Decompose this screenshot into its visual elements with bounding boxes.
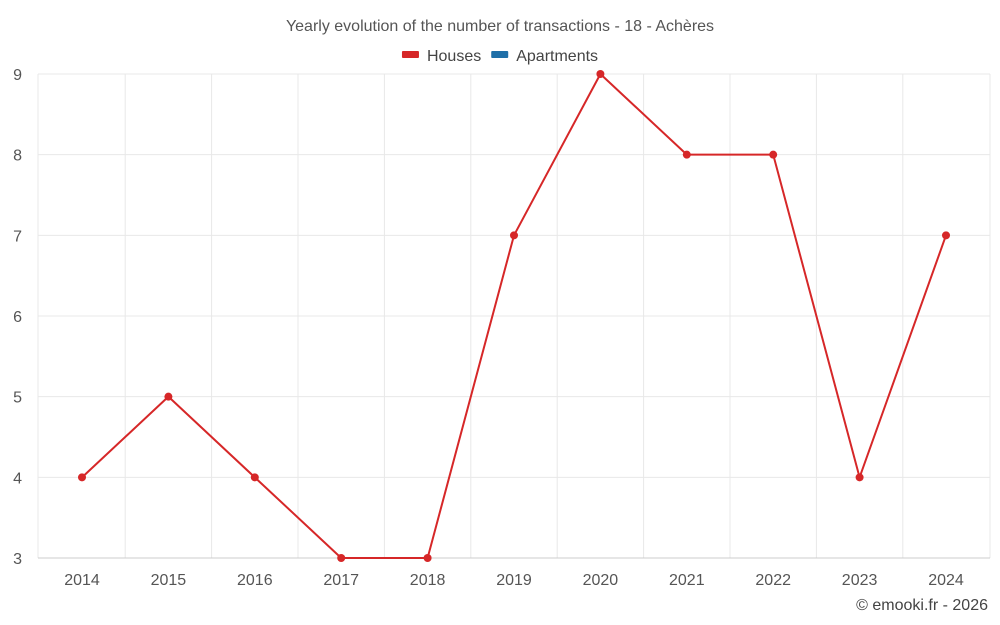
data-point[interactable] (423, 554, 432, 562)
chart-title: Yearly evolution of the number of transa… (286, 18, 714, 35)
data-point[interactable] (337, 554, 346, 562)
x-tick-label: 2020 (583, 572, 619, 589)
x-axis-ticks: 2014 2015 2016 2017 2018 2019 2020 2021 2022 2023… (64, 572, 964, 589)
y-tick-label: 4 (13, 470, 22, 487)
legend[interactable]: Houses Apartments (401, 48, 598, 65)
x-tick-label: 2017 (323, 572, 359, 589)
x-tick-label: 2014 (64, 572, 100, 589)
legend-item-houses[interactable]: Houses (401, 48, 481, 65)
y-tick-label: 3 (13, 551, 22, 568)
x-tick-label: 2015 (151, 572, 187, 589)
legend-item-apartments[interactable]: Apartments (491, 48, 598, 65)
x-tick-label: 2019 (496, 572, 532, 589)
series-houses (78, 70, 950, 562)
credit-text: © emooki.fr - 2026 (856, 597, 988, 614)
data-point[interactable] (510, 231, 518, 240)
y-tick-label: 8 (13, 148, 22, 165)
x-tick-label: 2018 (410, 572, 446, 589)
grid (37, 73, 991, 559)
legend-label: Apartments (516, 48, 598, 65)
data-point[interactable] (682, 150, 691, 159)
x-tick-label: 2021 (669, 572, 705, 589)
data-point[interactable] (769, 150, 778, 159)
data-point[interactable] (164, 392, 173, 401)
data-point[interactable] (250, 473, 259, 482)
legend-swatch (401, 51, 419, 58)
x-tick-label: 2024 (928, 572, 964, 589)
y-tick-label: 5 (13, 390, 22, 407)
data-point[interactable] (78, 473, 86, 482)
x-tick-label: 2022 (755, 572, 791, 589)
data-point[interactable] (942, 231, 950, 240)
data-point[interactable] (855, 473, 864, 482)
y-tick-label: 9 (13, 67, 22, 84)
data-point[interactable] (596, 70, 605, 78)
legend-swatch (491, 51, 509, 58)
y-tick-label: 6 (13, 309, 22, 326)
y-tick-label: 7 (13, 228, 22, 245)
x-tick-label: 2023 (842, 572, 878, 589)
series-layer (78, 70, 950, 562)
x-tick-label: 2016 (237, 572, 273, 589)
legend-label: Houses (427, 48, 481, 65)
y-axis-ticks: 3 4 5 6 7 8 9 (13, 67, 22, 568)
